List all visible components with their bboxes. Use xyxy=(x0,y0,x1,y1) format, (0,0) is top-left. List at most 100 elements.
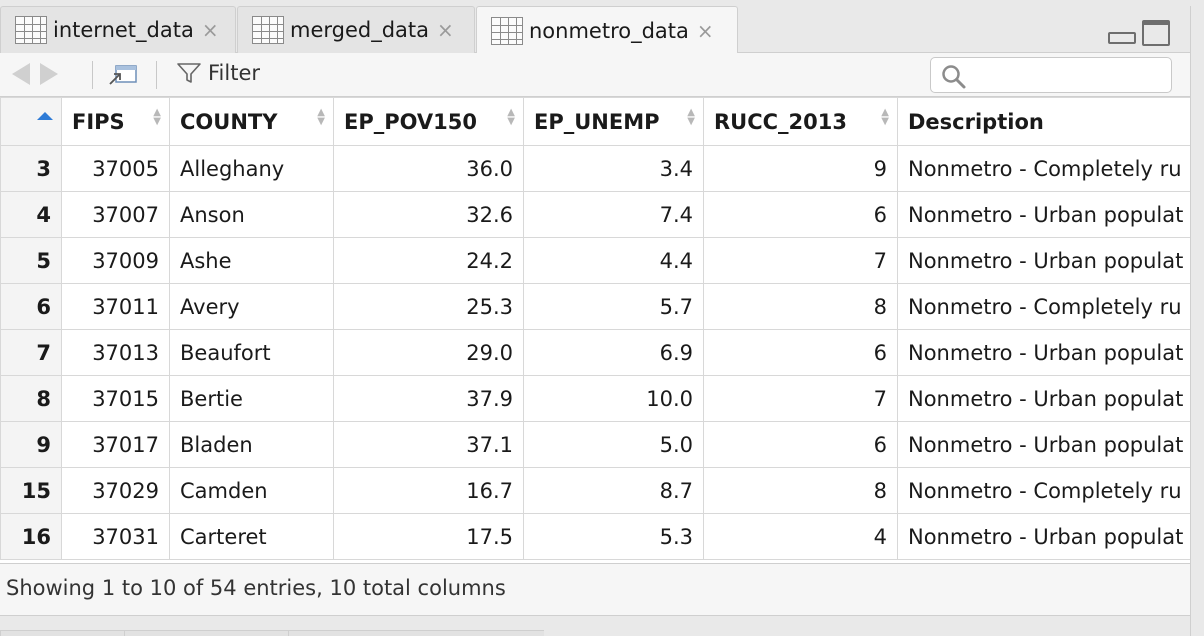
cell-ep-unemp: 3.4 xyxy=(523,145,704,192)
column-header-label: EP_UNEMP xyxy=(534,109,660,134)
row-number-cell: 15 xyxy=(0,467,62,514)
tab-internet-data[interactable]: internet_data × xyxy=(0,6,236,53)
close-icon[interactable]: × xyxy=(437,18,454,42)
bottom-tab[interactable] xyxy=(0,630,124,636)
cell-ep-unemp: 5.0 xyxy=(523,421,704,468)
table-row[interactable]: 8 37015 Bertie 37.9 10.0 7 Nonmetro - Urban po… xyxy=(0,375,1190,422)
cell-rucc-2013: 4 xyxy=(703,513,898,560)
column-header-rucc-2013[interactable]: RUCC_2013 ▲ ▼ xyxy=(703,97,898,146)
cell-fips: 37013 xyxy=(61,329,170,376)
column-header-description[interactable]: Description xyxy=(897,97,1190,146)
table-row[interactable]: 15 37029 Camden 16.7 8.7 8 Nonmetro - Complete… xyxy=(0,467,1190,514)
minimize-icon[interactable] xyxy=(1108,32,1136,44)
cell-rucc-2013: 6 xyxy=(703,421,898,468)
cell-description: Nonmetro - Urban populat xyxy=(897,513,1190,560)
cell-rucc-2013: 6 xyxy=(703,329,898,376)
status-bar: Showing 1 to 10 of 54 entries, 10 total … xyxy=(0,564,1190,616)
table-row[interactable]: 9 37017 Bladen 37.1 5.0 6 Nonmetro - Urban pop… xyxy=(0,421,1190,468)
popout-window-icon[interactable] xyxy=(108,63,138,87)
navigation-arrows xyxy=(12,63,58,85)
cell-ep-unemp: 7.4 xyxy=(523,191,704,238)
column-header-label: Description xyxy=(908,109,1044,134)
cell-fips: 37015 xyxy=(61,375,170,422)
sort-icon: ▲ ▼ xyxy=(153,107,161,127)
cell-county: Camden xyxy=(169,467,334,514)
row-number-cell: 6 xyxy=(0,283,62,330)
table-row[interactable]: 7 37013 Beaufort 29.0 6.9 6 Nonmetro - Urban p… xyxy=(0,329,1190,376)
column-header-label: EP_POV150 xyxy=(344,109,478,134)
sort-icon: ▲ ▼ xyxy=(881,107,889,127)
cell-county: Bertie xyxy=(169,375,334,422)
row-number-cell: 7 xyxy=(0,329,62,376)
sort-icon: ▲ ▼ xyxy=(317,107,325,127)
data-table: FIPS ▲ ▼ COUNTY ▲ ▼ EP_POV150 ▲ ▼ EP_UNEMP ▲ ▼ R… xyxy=(0,97,1190,560)
row-number-cell: 8 xyxy=(0,375,62,422)
cell-rucc-2013: 7 xyxy=(703,237,898,284)
table-row[interactable]: 4 37007 Anson 32.6 7.4 6 Nonmetro - Urban popu… xyxy=(0,191,1190,238)
bottom-tab[interactable] xyxy=(288,630,544,636)
row-number-cell: 16 xyxy=(0,513,62,560)
data-grid-icon xyxy=(491,16,523,45)
cell-ep-pov150: 16.7 xyxy=(333,467,524,514)
search-icon xyxy=(942,65,966,89)
tab-merged-data[interactable]: merged_data × xyxy=(237,6,475,53)
search-input[interactable] xyxy=(971,60,1166,90)
sort-icon: ▲ ▼ xyxy=(507,107,515,127)
cell-ep-pov150: 29.0 xyxy=(333,329,524,376)
cell-ep-unemp: 5.7 xyxy=(523,283,704,330)
cell-rucc-2013: 8 xyxy=(703,467,898,514)
cell-county: Anson xyxy=(169,191,334,238)
tab-label: nonmetro_data xyxy=(529,18,689,43)
cell-county: Bladen xyxy=(169,421,334,468)
row-number-cell: 3 xyxy=(0,145,62,192)
cell-ep-unemp: 4.4 xyxy=(523,237,704,284)
cell-county: Beaufort xyxy=(169,329,334,376)
cell-description: Nonmetro - Urban populat xyxy=(897,237,1190,284)
cell-fips: 37007 xyxy=(61,191,170,238)
cell-fips: 37011 xyxy=(61,283,170,330)
cell-rucc-2013: 6 xyxy=(703,191,898,238)
cell-fips: 37009 xyxy=(61,237,170,284)
header-row: FIPS ▲ ▼ COUNTY ▲ ▼ EP_POV150 ▲ ▼ EP_UNEMP ▲ ▼ R… xyxy=(0,97,1190,146)
maximize-icon[interactable] xyxy=(1142,20,1170,46)
column-header-label: FIPS xyxy=(72,109,125,134)
filter-button[interactable]: Filter xyxy=(176,61,260,85)
row-number-cell: 5 xyxy=(0,237,62,284)
cell-description: Nonmetro - Completely ru xyxy=(897,283,1190,330)
cell-description: Nonmetro - Urban populat xyxy=(897,375,1190,422)
cell-description: Nonmetro - Urban populat xyxy=(897,329,1190,376)
row-number-cell: 4 xyxy=(0,191,62,238)
cell-ep-pov150: 25.3 xyxy=(333,283,524,330)
data-table-viewport[interactable]: FIPS ▲ ▼ COUNTY ▲ ▼ EP_POV150 ▲ ▼ EP_UNEMP ▲ ▼ R… xyxy=(0,97,1190,564)
close-icon[interactable]: × xyxy=(696,18,714,43)
cell-description: Nonmetro - Urban populat xyxy=(897,191,1190,238)
column-header-ep-unemp[interactable]: EP_UNEMP ▲ ▼ xyxy=(523,97,704,146)
cell-county: Carteret xyxy=(169,513,334,560)
toolbar: Filter xyxy=(0,53,1190,97)
tab-nonmetro-data[interactable]: nonmetro_data × xyxy=(476,6,738,54)
cell-ep-unemp: 5.3 xyxy=(523,513,704,560)
cell-rucc-2013: 7 xyxy=(703,375,898,422)
bottom-tab[interactable] xyxy=(124,630,288,636)
bottom-pane-strip xyxy=(0,616,1190,636)
table-row[interactable]: 6 37011 Avery 25.3 5.7 8 Nonmetro - Completely… xyxy=(0,283,1190,330)
cell-county: Ashe xyxy=(169,237,334,284)
table-row[interactable]: 16 37031 Carteret 17.5 5.3 4 Nonmetro - Urban … xyxy=(0,513,1190,560)
tab-label: merged_data xyxy=(290,18,430,42)
window-controls xyxy=(1108,20,1170,46)
tab-label: internet_data xyxy=(53,18,194,42)
column-header-county[interactable]: COUNTY ▲ ▼ xyxy=(169,97,334,146)
column-header-ep-pov150[interactable]: EP_POV150 ▲ ▼ xyxy=(333,97,524,146)
cell-ep-pov150: 37.9 xyxy=(333,375,524,422)
cell-ep-pov150: 17.5 xyxy=(333,513,524,560)
back-arrow-icon[interactable] xyxy=(12,63,30,85)
forward-arrow-icon[interactable] xyxy=(40,63,58,85)
table-row[interactable]: 3 37005 Alleghany 36.0 3.4 9 Nonmetro - Comple… xyxy=(0,145,1190,192)
cell-ep-pov150: 24.2 xyxy=(333,237,524,284)
row-number-header[interactable] xyxy=(0,97,62,146)
column-header-fips[interactable]: FIPS ▲ ▼ xyxy=(61,97,170,146)
table-row[interactable]: 5 37009 Ashe 24.2 4.4 7 Nonmetro - Urban popul… xyxy=(0,237,1190,284)
tab-bar: internet_data × merged_data × nonmetro_d… xyxy=(0,6,1190,54)
cell-description: Nonmetro - Completely ru xyxy=(897,467,1190,514)
close-icon[interactable]: × xyxy=(201,18,219,42)
